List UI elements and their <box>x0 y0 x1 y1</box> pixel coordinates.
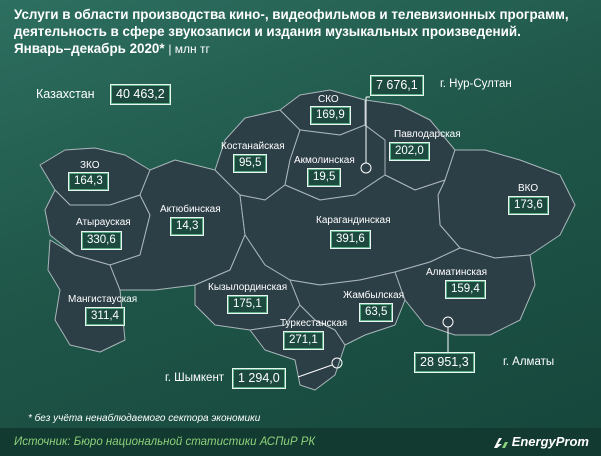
label-turkestan: Туркестанская <box>280 318 348 329</box>
value-shymkent: 1 294,0 <box>232 368 286 389</box>
title-line-1: Услуги в области производства кино-, вид… <box>14 7 569 22</box>
title-line-2: деятельность в сфере звукозаписи и издан… <box>14 24 521 39</box>
footer-bar: Источник: Бюро национальной статистики А… <box>0 428 601 456</box>
region-zhambyl <box>289 271 406 346</box>
label-mangystau: Мангистауская <box>68 294 138 305</box>
value-pavlodar: 202,0 <box>389 142 430 161</box>
label-nur-sultan: г. Нур-Султан <box>440 78 512 90</box>
label-kostanay: Костанайская <box>221 141 285 152</box>
label-sko: СКО <box>318 94 339 105</box>
value-nur-sultan: 7 676,1 <box>370 75 424 96</box>
label-almaty-city: г. Алматы <box>503 356 555 368</box>
value-kostanay: 95,5 <box>233 154 268 173</box>
brand-name: EnergyProm <box>511 434 589 449</box>
label-aktobe: Актюбинская <box>160 204 221 215</box>
value-karaganda: 391,6 <box>330 230 371 249</box>
label-atyrau: Атырауская <box>76 217 131 228</box>
label-zhambyl: Жамбылская <box>343 290 404 301</box>
value-kyzylorda: 175,1 <box>227 295 268 314</box>
brand-logo: EnergyProm <box>493 434 589 449</box>
value-zko: 164,3 <box>68 172 109 191</box>
chart-title: Услуги в области производства кино-, вид… <box>14 6 589 58</box>
label-shymkent: г. Шымкент <box>165 372 225 384</box>
label-zko: ЗКО <box>80 160 100 171</box>
energyprom-icon <box>493 437 508 448</box>
label-almaty-region: Алматинская <box>426 267 487 278</box>
value-atyrau: 330,6 <box>81 231 122 250</box>
label-vko: ВКО <box>518 183 539 194</box>
value-sko: 169,9 <box>310 106 351 125</box>
value-aktobe: 14,3 <box>170 217 205 236</box>
value-turkestan: 271,1 <box>283 331 324 350</box>
value-almaty-region: 159,4 <box>445 280 486 299</box>
region-vko <box>437 149 576 259</box>
country-value: 40 463,2 <box>110 84 171 105</box>
value-mangystau: 311,4 <box>85 307 125 326</box>
value-almaty-city: 28 951,3 <box>414 352 475 373</box>
shymkent-marker <box>331 357 343 369</box>
value-zhambyl: 63,5 <box>359 303 394 322</box>
footnote: * без учёта ненаблюдаемого сектора эконо… <box>28 413 261 424</box>
label-karaganda: Карагандинская <box>316 215 391 226</box>
source-note: Источник: Бюро национальной статистики А… <box>14 436 316 448</box>
label-kyzylorda: Кызылординская <box>208 282 288 293</box>
label-akmola: Акмолинская <box>294 155 355 166</box>
value-akmola: 19,5 <box>307 168 342 187</box>
title-line-3: Январь–декабрь 2020* <box>14 41 165 56</box>
label-pavlodar: Павлодарская <box>394 129 461 140</box>
country-label: Казахстан <box>36 87 95 101</box>
unit-label: | млн тг <box>168 42 210 56</box>
value-vko: 173,6 <box>508 196 549 215</box>
